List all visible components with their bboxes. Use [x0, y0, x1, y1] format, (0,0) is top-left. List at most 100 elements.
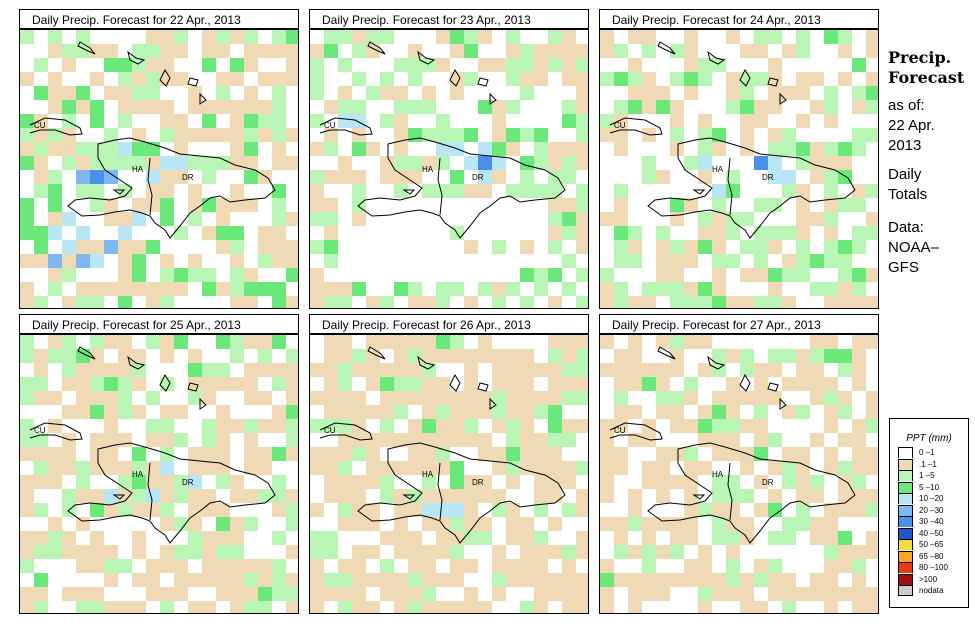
precip-cell	[408, 282, 422, 296]
precip-cell	[768, 226, 782, 240]
precip-cell	[796, 240, 810, 254]
precip-cell	[118, 226, 132, 240]
precip-cell	[132, 212, 146, 226]
precip-cell	[216, 240, 230, 254]
precip-cell	[506, 349, 520, 363]
precip-cell	[90, 405, 104, 419]
precip-cell	[310, 461, 324, 475]
precip-cell	[768, 268, 782, 282]
precip-cell	[76, 282, 90, 296]
precip-cell	[394, 184, 408, 198]
precip-cell	[244, 517, 258, 531]
precip-cell	[380, 72, 394, 86]
precip-cell	[286, 419, 298, 433]
precip-cell	[824, 601, 838, 613]
precip-cell	[286, 545, 298, 559]
precip-cell	[726, 587, 740, 601]
precip-cell	[506, 531, 520, 545]
precip-cell	[824, 30, 838, 44]
precip-cell	[642, 419, 656, 433]
precip-cell	[90, 114, 104, 128]
precip-cell	[118, 184, 132, 198]
precip-cell	[48, 226, 62, 240]
precip-cell	[838, 363, 852, 377]
precip-cell	[436, 391, 450, 405]
precip-cell	[408, 433, 422, 447]
precip-cell	[548, 296, 562, 308]
precip-cell	[104, 447, 118, 461]
precip-cell	[286, 128, 298, 142]
precip-cell	[824, 212, 838, 226]
precip-cell	[450, 559, 464, 573]
precip-cell	[642, 156, 656, 170]
precip-cell	[656, 447, 670, 461]
precip-cell	[76, 156, 90, 170]
precip-cell	[866, 226, 878, 240]
precip-cell	[258, 349, 272, 363]
precip-cell	[866, 405, 878, 419]
precip-cell	[76, 100, 90, 114]
precip-cell	[422, 461, 436, 475]
precip-cell	[726, 559, 740, 573]
precip-cell	[324, 226, 338, 240]
precip-cell	[600, 44, 614, 58]
precip-cell	[492, 447, 506, 461]
precip-cell	[324, 419, 338, 433]
precip-cell	[104, 58, 118, 72]
precip-cell	[614, 363, 628, 377]
precip-cell	[768, 503, 782, 517]
precip-cell	[286, 268, 298, 282]
precip-cell	[146, 503, 160, 517]
precip-cell	[506, 517, 520, 531]
precip-cell	[548, 268, 562, 282]
precip-cell	[118, 296, 132, 308]
precip-cell	[740, 419, 754, 433]
precip-cell	[824, 573, 838, 587]
precip-cell	[90, 531, 104, 545]
precip-cell	[310, 58, 324, 72]
precip-cell	[492, 419, 506, 433]
precip-cell	[338, 349, 352, 363]
coastline	[112, 189, 126, 195]
precip-cell	[258, 461, 272, 475]
precip-cell	[202, 559, 216, 573]
precip-cell	[118, 114, 132, 128]
precip-cell	[852, 86, 866, 100]
precip-cell	[562, 282, 576, 296]
precip-cell	[712, 198, 726, 212]
precip-cell	[464, 363, 478, 377]
precip-cell	[160, 44, 174, 58]
precip-cell	[34, 531, 48, 545]
precip-cell	[866, 128, 878, 142]
precip-cell	[600, 268, 614, 282]
precip-cell	[310, 545, 324, 559]
precip-cell	[366, 405, 380, 419]
precip-cell	[464, 503, 478, 517]
precip-cell	[642, 531, 656, 545]
precip-cell	[132, 142, 146, 156]
precip-cell	[614, 72, 628, 86]
precip-cell	[202, 363, 216, 377]
precip-cell	[146, 296, 160, 308]
precip-cell	[48, 100, 62, 114]
precip-cell	[754, 573, 768, 587]
precip-cell	[216, 226, 230, 240]
precip-cell	[422, 559, 436, 573]
precip-cell	[366, 447, 380, 461]
precip-cell	[422, 128, 436, 142]
precip-cell	[104, 240, 118, 254]
precip-cell	[324, 587, 338, 601]
precip-cell	[366, 545, 380, 559]
legend-swatch	[898, 516, 913, 528]
precip-cell	[614, 377, 628, 391]
precip-cell	[286, 587, 298, 601]
precip-cell	[698, 419, 712, 433]
coastline	[357, 137, 566, 239]
precip-cell	[670, 44, 684, 58]
precip-cell	[244, 433, 258, 447]
precip-cell	[520, 363, 534, 377]
precip-cell	[160, 184, 174, 198]
precip-cell	[76, 559, 90, 573]
precip-cell	[230, 30, 244, 44]
precip-cell	[726, 72, 740, 86]
